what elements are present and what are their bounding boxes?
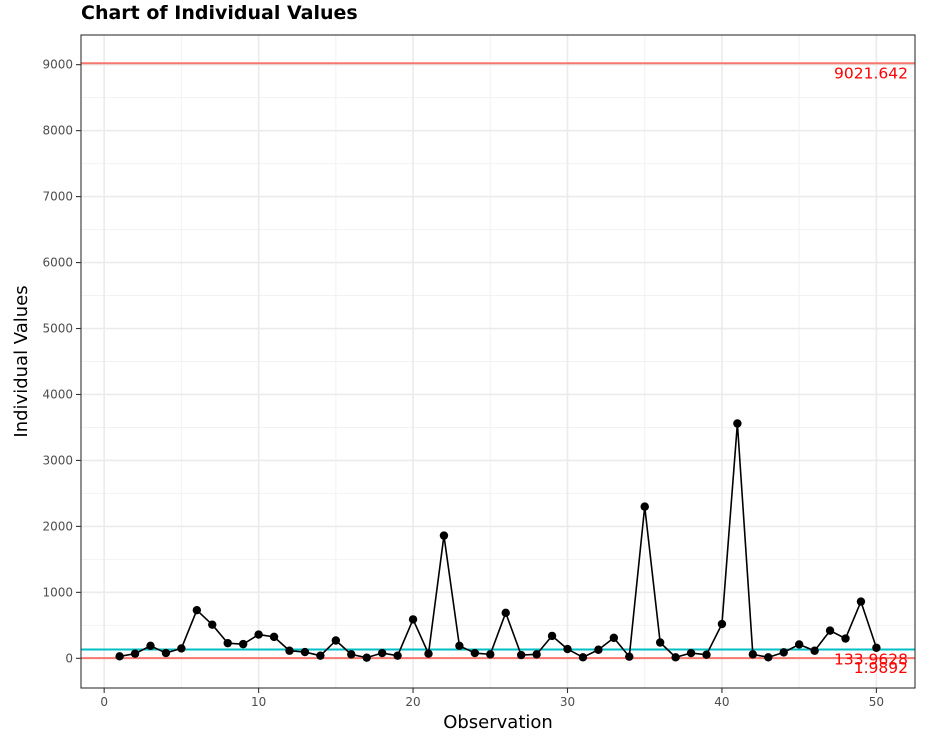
data-point xyxy=(285,646,294,655)
y-tick-label: 9000 xyxy=(42,58,73,72)
data-point xyxy=(130,649,140,658)
data-point xyxy=(516,650,526,660)
data-point xyxy=(269,632,279,642)
y-tick-label: 8000 xyxy=(42,124,73,138)
data-point xyxy=(161,648,171,658)
data-point xyxy=(578,653,588,662)
data-point xyxy=(192,605,202,615)
data-point xyxy=(146,641,155,650)
data-point xyxy=(177,644,186,653)
y-tick-label: 4000 xyxy=(42,387,73,401)
data-point xyxy=(455,641,464,650)
panel-border xyxy=(80,34,916,689)
data-point xyxy=(655,638,665,647)
y-tick-label: 7000 xyxy=(42,190,73,204)
data-point xyxy=(347,650,356,659)
data-point xyxy=(547,631,557,641)
series-line xyxy=(119,422,878,659)
x-tick-label: 10 xyxy=(251,695,266,709)
data-point xyxy=(794,640,804,649)
data-point xyxy=(563,644,572,654)
y-tick-label: 0 xyxy=(65,651,73,665)
data-point xyxy=(640,502,649,511)
data-point xyxy=(424,649,433,658)
y-tick-label: 2000 xyxy=(42,519,73,533)
data-point xyxy=(733,419,742,428)
x-tick-label: 50 xyxy=(869,695,884,709)
y-tick-label: 5000 xyxy=(42,322,73,336)
data-point xyxy=(208,620,217,629)
y-tick-label: 1000 xyxy=(42,585,73,599)
axis-layer: 0 10 20 30 40 50 0 1000 2000 3000 4000 5000 6000 7000… xyxy=(42,58,884,709)
x-tick-label: 20 xyxy=(405,695,420,709)
data-point xyxy=(779,648,788,657)
series-layer xyxy=(115,419,881,662)
data-point xyxy=(764,653,773,662)
data-point xyxy=(594,645,603,654)
data-point xyxy=(439,531,449,540)
data-point xyxy=(501,608,510,618)
x-tick-label: 40 xyxy=(714,695,729,709)
reference-line-label: 133.9628 xyxy=(834,650,908,668)
data-point xyxy=(686,648,696,658)
y-axis-title: Individual Values xyxy=(11,285,32,437)
y-tick-label: 6000 xyxy=(42,256,73,270)
data-point xyxy=(825,626,835,635)
data-point xyxy=(856,597,866,606)
data-point xyxy=(625,652,634,661)
data-point xyxy=(748,650,758,659)
x-tick-label: 0 xyxy=(100,695,108,709)
x-axis-title: Observation xyxy=(443,712,553,733)
data-point xyxy=(300,647,310,657)
chart-title: Chart of Individual Values xyxy=(81,2,358,24)
data-point xyxy=(872,643,881,652)
data-point xyxy=(532,650,541,659)
data-point xyxy=(223,638,232,648)
reference-line-label: 1.9892 xyxy=(854,659,908,677)
data-point xyxy=(609,633,619,643)
data-point xyxy=(362,653,371,662)
data-point xyxy=(671,653,680,662)
data-point xyxy=(841,634,850,643)
data-point xyxy=(115,652,124,661)
data-point xyxy=(470,648,480,658)
data-point xyxy=(393,651,402,660)
data-point xyxy=(717,619,727,629)
data-point xyxy=(408,615,418,624)
y-tick-label: 3000 xyxy=(42,453,73,467)
data-point xyxy=(377,648,387,658)
data-point xyxy=(486,650,495,659)
data-point xyxy=(254,630,263,639)
grid-layer xyxy=(81,35,915,688)
data-point xyxy=(702,650,711,659)
reference-line-label: 9021.642 xyxy=(834,64,908,82)
data-point xyxy=(331,636,341,645)
data-point xyxy=(316,651,325,660)
data-point xyxy=(238,639,248,649)
x-tick-label: 30 xyxy=(560,695,575,709)
data-point xyxy=(810,646,819,655)
